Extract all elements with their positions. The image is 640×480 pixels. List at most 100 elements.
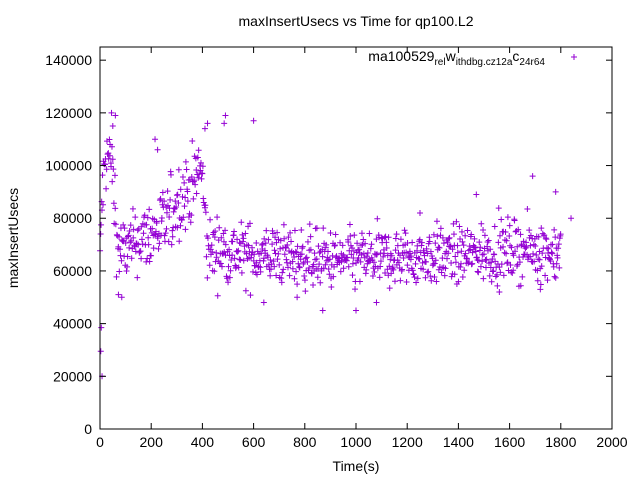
data-point [110, 200, 117, 207]
data-point [454, 249, 461, 256]
data-point [169, 233, 176, 240]
x-tick-label: 1400 [443, 434, 474, 450]
data-point [435, 244, 442, 251]
x-tick-label: 0 [96, 434, 104, 450]
data-point [240, 257, 247, 264]
data-point [246, 248, 253, 255]
data-point [474, 268, 481, 275]
data-point [238, 269, 245, 276]
data-point [267, 272, 274, 279]
data-point [356, 278, 363, 285]
data-point [438, 269, 445, 276]
data-point [206, 262, 213, 269]
data-point [551, 273, 558, 280]
data-point [181, 179, 188, 186]
data-point [181, 203, 188, 210]
data-point [496, 289, 503, 296]
data-point [408, 253, 415, 260]
data-point [182, 226, 189, 233]
data-point [537, 286, 544, 293]
data-point [116, 268, 123, 275]
data-point [208, 242, 215, 249]
data-point [533, 251, 540, 258]
data-point [157, 195, 164, 202]
data-point [226, 274, 233, 281]
data-point [462, 250, 469, 257]
data-point [537, 265, 544, 272]
data-point [97, 231, 104, 238]
data-point [221, 249, 228, 256]
data-point [390, 266, 397, 273]
data-point [112, 221, 119, 228]
data-point [373, 251, 380, 258]
data-point [124, 263, 131, 270]
data-point [220, 230, 227, 237]
data-point [407, 250, 414, 257]
data-point [261, 235, 268, 242]
data-point [152, 228, 159, 235]
data-point [488, 259, 495, 266]
data-point [316, 261, 323, 268]
data-point [351, 232, 358, 239]
data-point [527, 232, 534, 239]
data-point [211, 234, 218, 241]
data-point [175, 200, 182, 207]
data-point [338, 258, 345, 265]
data-point [294, 281, 301, 288]
data-point [339, 242, 346, 249]
data-point [539, 250, 546, 257]
legend-label: ma100529relwithdbg.cz12ac24r64 [368, 48, 545, 68]
data-point [425, 268, 432, 275]
data-point [117, 246, 124, 253]
data-point [310, 281, 317, 288]
data-point [426, 238, 433, 245]
data-point [345, 263, 352, 270]
data-point [284, 242, 291, 249]
data-point [125, 232, 132, 239]
data-point [350, 247, 357, 254]
data-point [301, 273, 308, 280]
data-point [198, 175, 205, 182]
data-point [301, 277, 308, 284]
data-point [482, 257, 489, 264]
data-point [538, 225, 545, 232]
data-point [271, 263, 278, 270]
data-point [456, 223, 463, 230]
data-point [197, 159, 204, 166]
data-point [367, 245, 374, 252]
data-point [197, 167, 204, 174]
data-point [212, 228, 219, 235]
legend-marker [571, 54, 577, 60]
x-tick-label: 1600 [494, 434, 525, 450]
data-point [307, 233, 314, 240]
legend-marker-glyph [571, 54, 577, 60]
data-point [327, 229, 334, 236]
data-point [383, 239, 390, 246]
data-point [175, 166, 182, 173]
data-point [156, 197, 163, 204]
data-point [174, 224, 181, 231]
data-point [159, 189, 166, 196]
data-point [138, 236, 145, 243]
data-point [172, 198, 179, 205]
data-point [331, 263, 338, 270]
data-point [320, 225, 327, 232]
legend-label-part: rel [434, 57, 445, 68]
data-point [269, 230, 276, 237]
data-point [117, 252, 124, 259]
data-point [494, 282, 501, 289]
data-point [429, 255, 436, 262]
data-point [254, 248, 261, 255]
data-point [314, 274, 321, 281]
data-point [480, 227, 487, 234]
data-point [439, 255, 446, 262]
data-point [103, 166, 110, 173]
data-point [392, 235, 399, 242]
data-point [233, 263, 240, 270]
data-point [448, 260, 455, 267]
data-point [105, 155, 112, 162]
data-point [150, 245, 157, 252]
data-point [527, 253, 534, 260]
data-point [182, 158, 189, 165]
data-point [437, 225, 444, 232]
